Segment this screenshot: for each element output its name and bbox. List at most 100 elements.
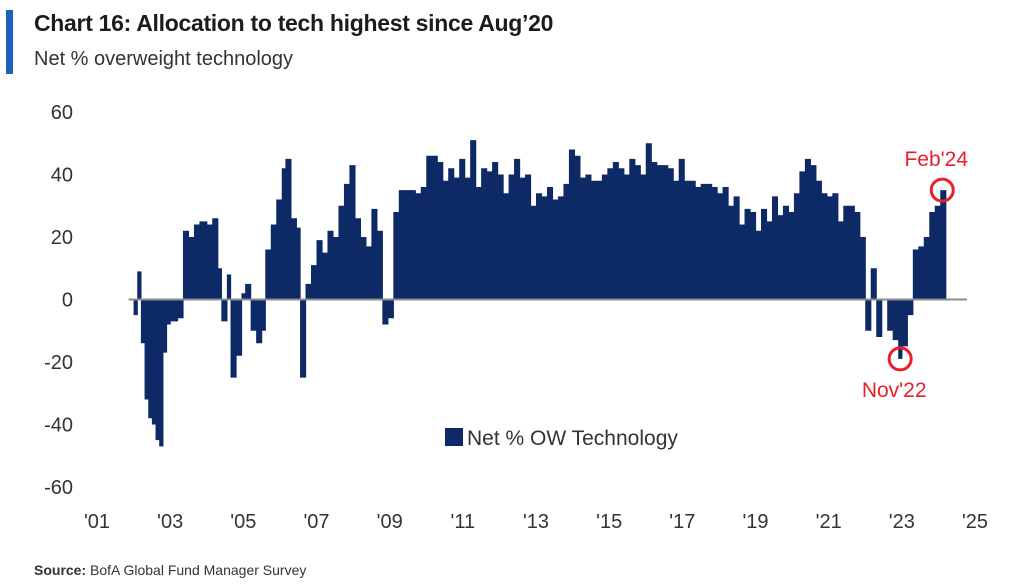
x-tick-label: '13 [523,511,549,533]
bar [918,246,925,300]
bar [503,193,510,300]
bar [459,158,466,300]
bar [854,212,861,300]
y-tick-label: 20 [51,227,73,249]
x-axis-ticks: '01 '03 '05 '07 '09 '11 '13 '15 '17 '19 '21 '23 '25 [84,511,988,533]
bar [316,240,323,300]
bar [226,274,232,300]
bar [585,174,592,300]
bar [612,162,619,300]
bar [404,190,411,300]
bar [574,155,581,300]
bars-group [133,140,947,447]
bar [695,187,702,300]
bar [629,158,636,300]
bar [349,165,356,300]
bar [159,299,164,447]
bar [270,224,277,300]
bar [848,205,855,300]
bar [557,196,565,300]
bar [722,187,729,300]
bar [804,158,811,300]
bar [409,190,416,300]
bar [744,208,751,300]
bar [766,221,773,300]
y-tick-label: -40 [44,415,73,437]
legend-swatch [445,428,463,446]
bar [420,187,427,300]
legend: Net % OW Technology [445,427,678,450]
bar [837,221,844,300]
bar [360,237,367,300]
bar [437,162,444,300]
bar [133,299,138,316]
bar [717,193,724,300]
bar [832,193,839,300]
bar [182,230,190,300]
bar [311,265,318,300]
bar [870,268,877,300]
y-tick-label: -60 [44,477,73,499]
bar [940,190,947,300]
bar [684,180,691,300]
bar [843,205,850,300]
bar [261,299,266,331]
source-label: Source: [34,562,87,578]
annotation-label: Nov'22 [862,379,927,402]
bar [217,268,222,300]
bar [166,299,171,325]
x-tick-label: '17 [669,511,695,533]
bar [651,162,658,300]
y-axis-ticks: 60 40 20 0 -20 -40 -60 [44,102,73,499]
bar [667,168,674,300]
bar [475,187,482,300]
x-tick-label: '05 [230,511,256,533]
bar [453,177,460,300]
bar [305,283,312,300]
bar [821,193,828,300]
x-tick-label: '19 [742,511,768,533]
bar [793,193,800,300]
annotations-group: Feb'24 Nov'22 [862,148,969,402]
bar [245,283,252,300]
bar [755,230,762,300]
bar [170,299,179,322]
bar [876,299,883,337]
bar [148,299,153,419]
annotation-circle [929,177,955,203]
bar [144,299,149,400]
x-tick-label: '03 [157,511,183,533]
bar [552,199,559,300]
bar [497,174,504,300]
chart-title: Chart 16: Allocation to tech highest sin… [34,10,554,36]
bar [137,271,142,300]
bar [382,299,389,325]
bar [151,299,157,425]
bar [706,183,713,300]
bar [332,237,340,300]
annotation-circle [887,346,913,372]
bar [782,205,790,300]
x-tick-label: '09 [377,511,403,533]
bar [236,299,243,356]
bar [541,196,548,300]
bar [519,177,526,300]
bar [300,299,307,378]
bar [230,299,237,378]
bar [276,199,283,300]
bar [810,165,817,300]
bar [640,174,647,300]
bar [739,224,746,300]
bar [859,237,866,300]
bar [250,299,257,331]
bar [188,237,195,300]
bar [760,208,768,300]
bar [623,174,630,300]
bar [563,183,570,300]
bar [140,299,146,344]
bar [777,215,784,300]
source-text: BofA Global Fund Manager Survey [90,562,307,578]
bar [788,212,795,300]
bar [241,293,246,300]
